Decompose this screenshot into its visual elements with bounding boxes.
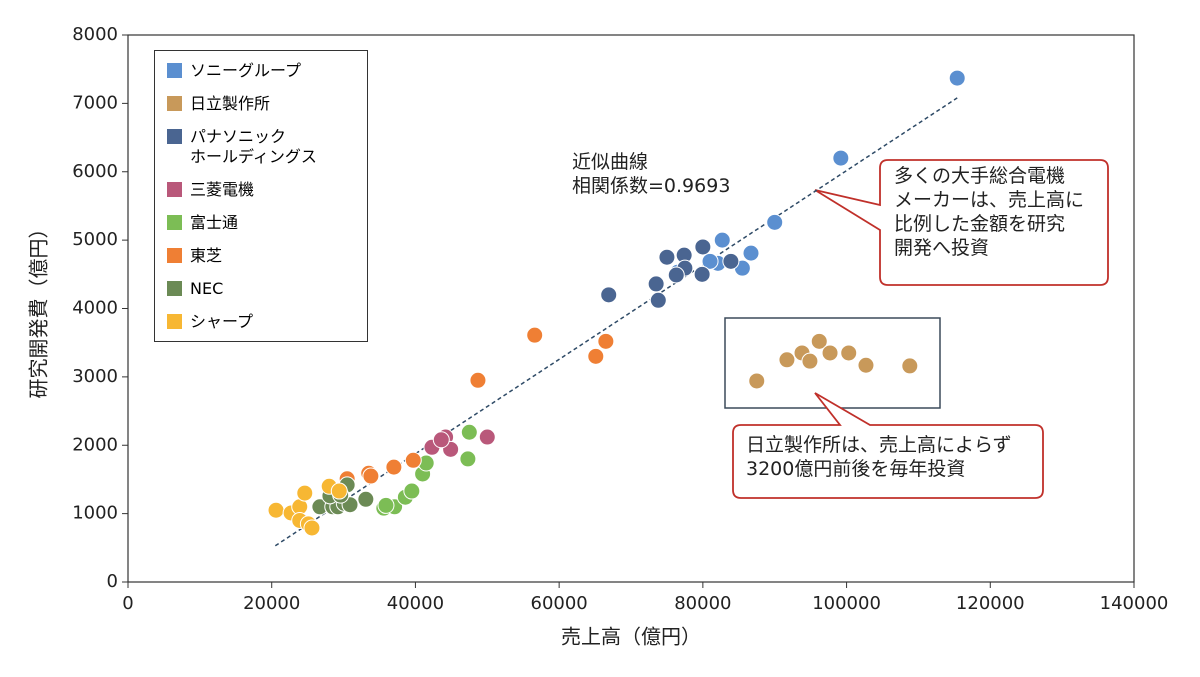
x-tick-label: 40000 [387, 593, 444, 614]
legend-swatch [167, 96, 182, 111]
legend-swatch [167, 314, 182, 329]
legend-label: NEC [190, 279, 224, 298]
legend-swatch [167, 63, 182, 78]
point [460, 423, 478, 441]
y-tick-label: 7000 [72, 92, 118, 113]
legend-item: パナソニック ホールディングス [167, 127, 367, 167]
legend-label: 三菱電機 [190, 180, 255, 199]
legend-label: パナソニック ホールディングス [190, 127, 317, 166]
point [403, 482, 421, 500]
legend-item: 三菱電機 [167, 180, 367, 200]
point [459, 450, 477, 468]
point [303, 519, 321, 537]
point [647, 275, 665, 293]
legend-label: 東芝 [190, 246, 223, 265]
legend-item: 日立製作所 [167, 94, 367, 114]
x-tick-label: 140000 [1100, 593, 1169, 614]
x-tick-label: 60000 [531, 593, 588, 614]
legend-item: 東芝 [167, 246, 367, 266]
x-axis-label: 売上高（億円） [561, 625, 701, 649]
y-tick-label: 2000 [72, 434, 118, 455]
y-tick-label: 6000 [72, 161, 118, 182]
point [377, 496, 395, 514]
legend-swatch [167, 248, 182, 263]
point [840, 344, 858, 362]
point [801, 352, 819, 370]
point [742, 244, 760, 262]
point [357, 490, 375, 508]
legend-item: 富士通 [167, 213, 367, 233]
point [432, 431, 450, 449]
point [658, 248, 676, 266]
legend-swatch [167, 215, 182, 230]
x-tick-label: 120000 [956, 593, 1025, 614]
point [597, 332, 615, 350]
x-tick-label: 100000 [812, 593, 881, 614]
y-tick-label: 3000 [72, 366, 118, 387]
callout-text: 多くの大手総合電機 メーカーは、売上高に 比例した金額を研究 開発へ投資 [894, 165, 1085, 259]
callout-text: 日立製作所は、売上高によらず 3200億円前後を毎年投資 [746, 434, 1012, 480]
legend: ソニーグループ 日立製作所パナソニック ホールディングス三菱電機富士通東芝 NEC シ… [154, 50, 368, 342]
point [587, 347, 605, 365]
point [600, 286, 618, 304]
point [810, 332, 828, 350]
legend-swatch [167, 129, 182, 144]
point [857, 356, 875, 374]
legend-item: ソニーグループ [167, 61, 367, 81]
point [649, 291, 667, 309]
point [778, 351, 796, 369]
point [748, 372, 766, 390]
point [296, 484, 314, 502]
point [385, 458, 403, 476]
point [694, 238, 712, 256]
legend-swatch [167, 281, 182, 296]
point [693, 265, 711, 283]
point [901, 357, 919, 375]
point [722, 252, 740, 270]
point [404, 451, 422, 469]
legend-label: ソニーグループ [190, 61, 302, 80]
legend-item: シャープ [167, 312, 367, 332]
point [526, 326, 544, 344]
y-tick-label: 0 [107, 571, 118, 592]
point [766, 213, 784, 231]
y-tick-label: 1000 [72, 503, 118, 524]
y-axis-label: 研究開発費（億円） [27, 219, 51, 399]
callout [732, 392, 1044, 499]
y-tick-label: 4000 [72, 298, 118, 319]
x-tick-label: 0 [122, 593, 133, 614]
legend-label: 富士通 [190, 213, 239, 232]
point [821, 344, 839, 362]
point [713, 231, 731, 249]
legend-item: NEC [167, 279, 367, 299]
point [701, 252, 719, 270]
y-tick-label: 5000 [72, 229, 118, 250]
x-tick-label: 80000 [674, 593, 731, 614]
legend-swatch [167, 182, 182, 197]
fit-note: 近似曲線 相関係数=0.9693 [572, 151, 731, 197]
point [667, 266, 685, 284]
point [362, 467, 380, 485]
legend-label: 日立製作所 [190, 94, 271, 113]
callout [814, 159, 1109, 286]
point [469, 371, 487, 389]
y-tick-label: 8000 [72, 24, 118, 45]
point [948, 69, 966, 87]
x-tick-label: 20000 [243, 593, 300, 614]
point [478, 428, 496, 446]
point [832, 149, 850, 167]
legend-label: シャープ [190, 312, 254, 331]
point [267, 501, 285, 519]
point [330, 482, 348, 500]
